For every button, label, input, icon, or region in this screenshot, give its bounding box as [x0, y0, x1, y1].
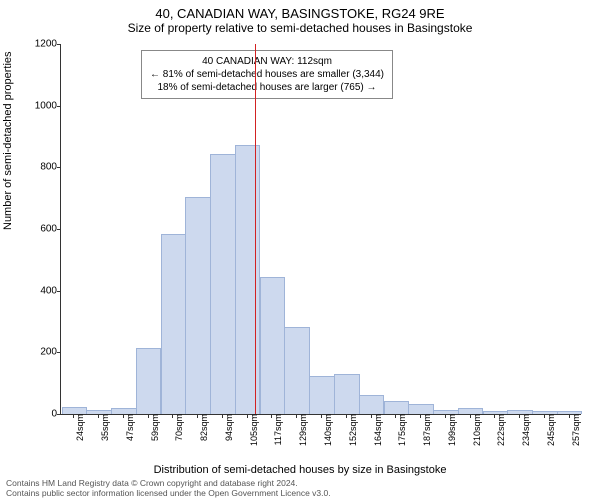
x-tick-mark	[271, 414, 272, 418]
histogram-bar	[210, 154, 236, 414]
x-tick-mark	[569, 414, 570, 418]
x-tick-label: 140sqm	[321, 414, 333, 446]
x-tick-label: 70sqm	[172, 414, 184, 441]
x-tick-mark	[172, 414, 173, 418]
x-axis-label: Distribution of semi-detached houses by …	[0, 464, 600, 476]
x-tick-label: 47sqm	[123, 414, 135, 441]
histogram-bar	[260, 277, 286, 414]
x-tick-label: 94sqm	[222, 414, 234, 441]
x-tick-label: 187sqm	[420, 414, 432, 446]
annotation-line2: ← 81% of semi-detached houses are smalle…	[150, 68, 384, 81]
x-tick-mark	[445, 414, 446, 418]
histogram-bar	[136, 348, 162, 414]
histogram-bar	[334, 374, 360, 414]
footer-line2: Contains public sector information licen…	[6, 488, 594, 498]
x-tick-mark	[395, 414, 396, 418]
x-tick-mark	[321, 414, 322, 418]
histogram-bar	[408, 404, 434, 414]
x-tick-label: 105sqm	[247, 414, 259, 446]
footer: Contains HM Land Registry data © Crown c…	[6, 478, 594, 498]
x-tick-mark	[371, 414, 372, 418]
x-tick-label: 35sqm	[98, 414, 110, 441]
x-tick-mark	[296, 414, 297, 418]
x-tick-label: 82sqm	[197, 414, 209, 441]
footer-line1: Contains HM Land Registry data © Crown c…	[6, 478, 594, 488]
x-tick-label: 234sqm	[519, 414, 531, 446]
x-tick-mark	[197, 414, 198, 418]
x-tick-mark	[420, 414, 421, 418]
x-tick-mark	[519, 414, 520, 418]
histogram-bar	[359, 395, 385, 415]
histogram-bar	[62, 407, 88, 414]
y-tick-mark	[57, 44, 61, 45]
y-tick-mark	[57, 352, 61, 353]
x-tick-label: 24sqm	[73, 414, 85, 441]
histogram-bar	[185, 197, 211, 414]
x-tick-label: 199sqm	[445, 414, 457, 446]
x-tick-label: 129sqm	[296, 414, 308, 446]
y-tick-mark	[57, 167, 61, 168]
y-tick-mark	[57, 291, 61, 292]
y-tick-mark	[57, 414, 61, 415]
histogram-bar	[235, 145, 261, 414]
y-tick-mark	[57, 106, 61, 107]
chart-subtitle: Size of property relative to semi-detach…	[0, 21, 600, 39]
x-tick-label: 117sqm	[271, 414, 283, 445]
histogram-bar	[384, 401, 410, 414]
x-tick-label: 164sqm	[371, 414, 383, 446]
chart-container: 40, CANADIAN WAY, BASINGSTOKE, RG24 9RE …	[0, 0, 600, 500]
x-tick-mark	[494, 414, 495, 418]
y-axis-label: Number of semi-detached properties	[2, 51, 14, 230]
x-tick-mark	[73, 414, 74, 418]
chart-title: 40, CANADIAN WAY, BASINGSTOKE, RG24 9RE	[0, 0, 600, 21]
annotation-line1: 40 CANADIAN WAY: 112sqm	[150, 55, 384, 68]
x-tick-label: 257sqm	[569, 414, 581, 446]
x-tick-label: 210sqm	[470, 414, 482, 446]
plot-area: 40 CANADIAN WAY: 112sqm ← 81% of semi-de…	[60, 44, 581, 415]
property-marker-line	[255, 44, 256, 414]
annotation-line3: 18% of semi-detached houses are larger (…	[150, 81, 384, 94]
x-tick-mark	[470, 414, 471, 418]
x-tick-label: 152sqm	[346, 414, 358, 446]
y-tick-mark	[57, 229, 61, 230]
x-tick-mark	[148, 414, 149, 418]
x-tick-mark	[544, 414, 545, 418]
histogram-bar	[284, 327, 310, 414]
x-tick-mark	[98, 414, 99, 418]
x-tick-mark	[123, 414, 124, 418]
x-tick-label: 245sqm	[544, 414, 556, 446]
x-tick-mark	[222, 414, 223, 418]
x-tick-label: 175sqm	[395, 414, 407, 446]
x-tick-label: 59sqm	[148, 414, 160, 441]
histogram-bar	[309, 376, 335, 414]
x-tick-label: 222sqm	[494, 414, 506, 446]
x-tick-mark	[247, 414, 248, 418]
annotation-box: 40 CANADIAN WAY: 112sqm ← 81% of semi-de…	[141, 50, 393, 99]
histogram-bar	[161, 234, 187, 414]
x-tick-mark	[346, 414, 347, 418]
